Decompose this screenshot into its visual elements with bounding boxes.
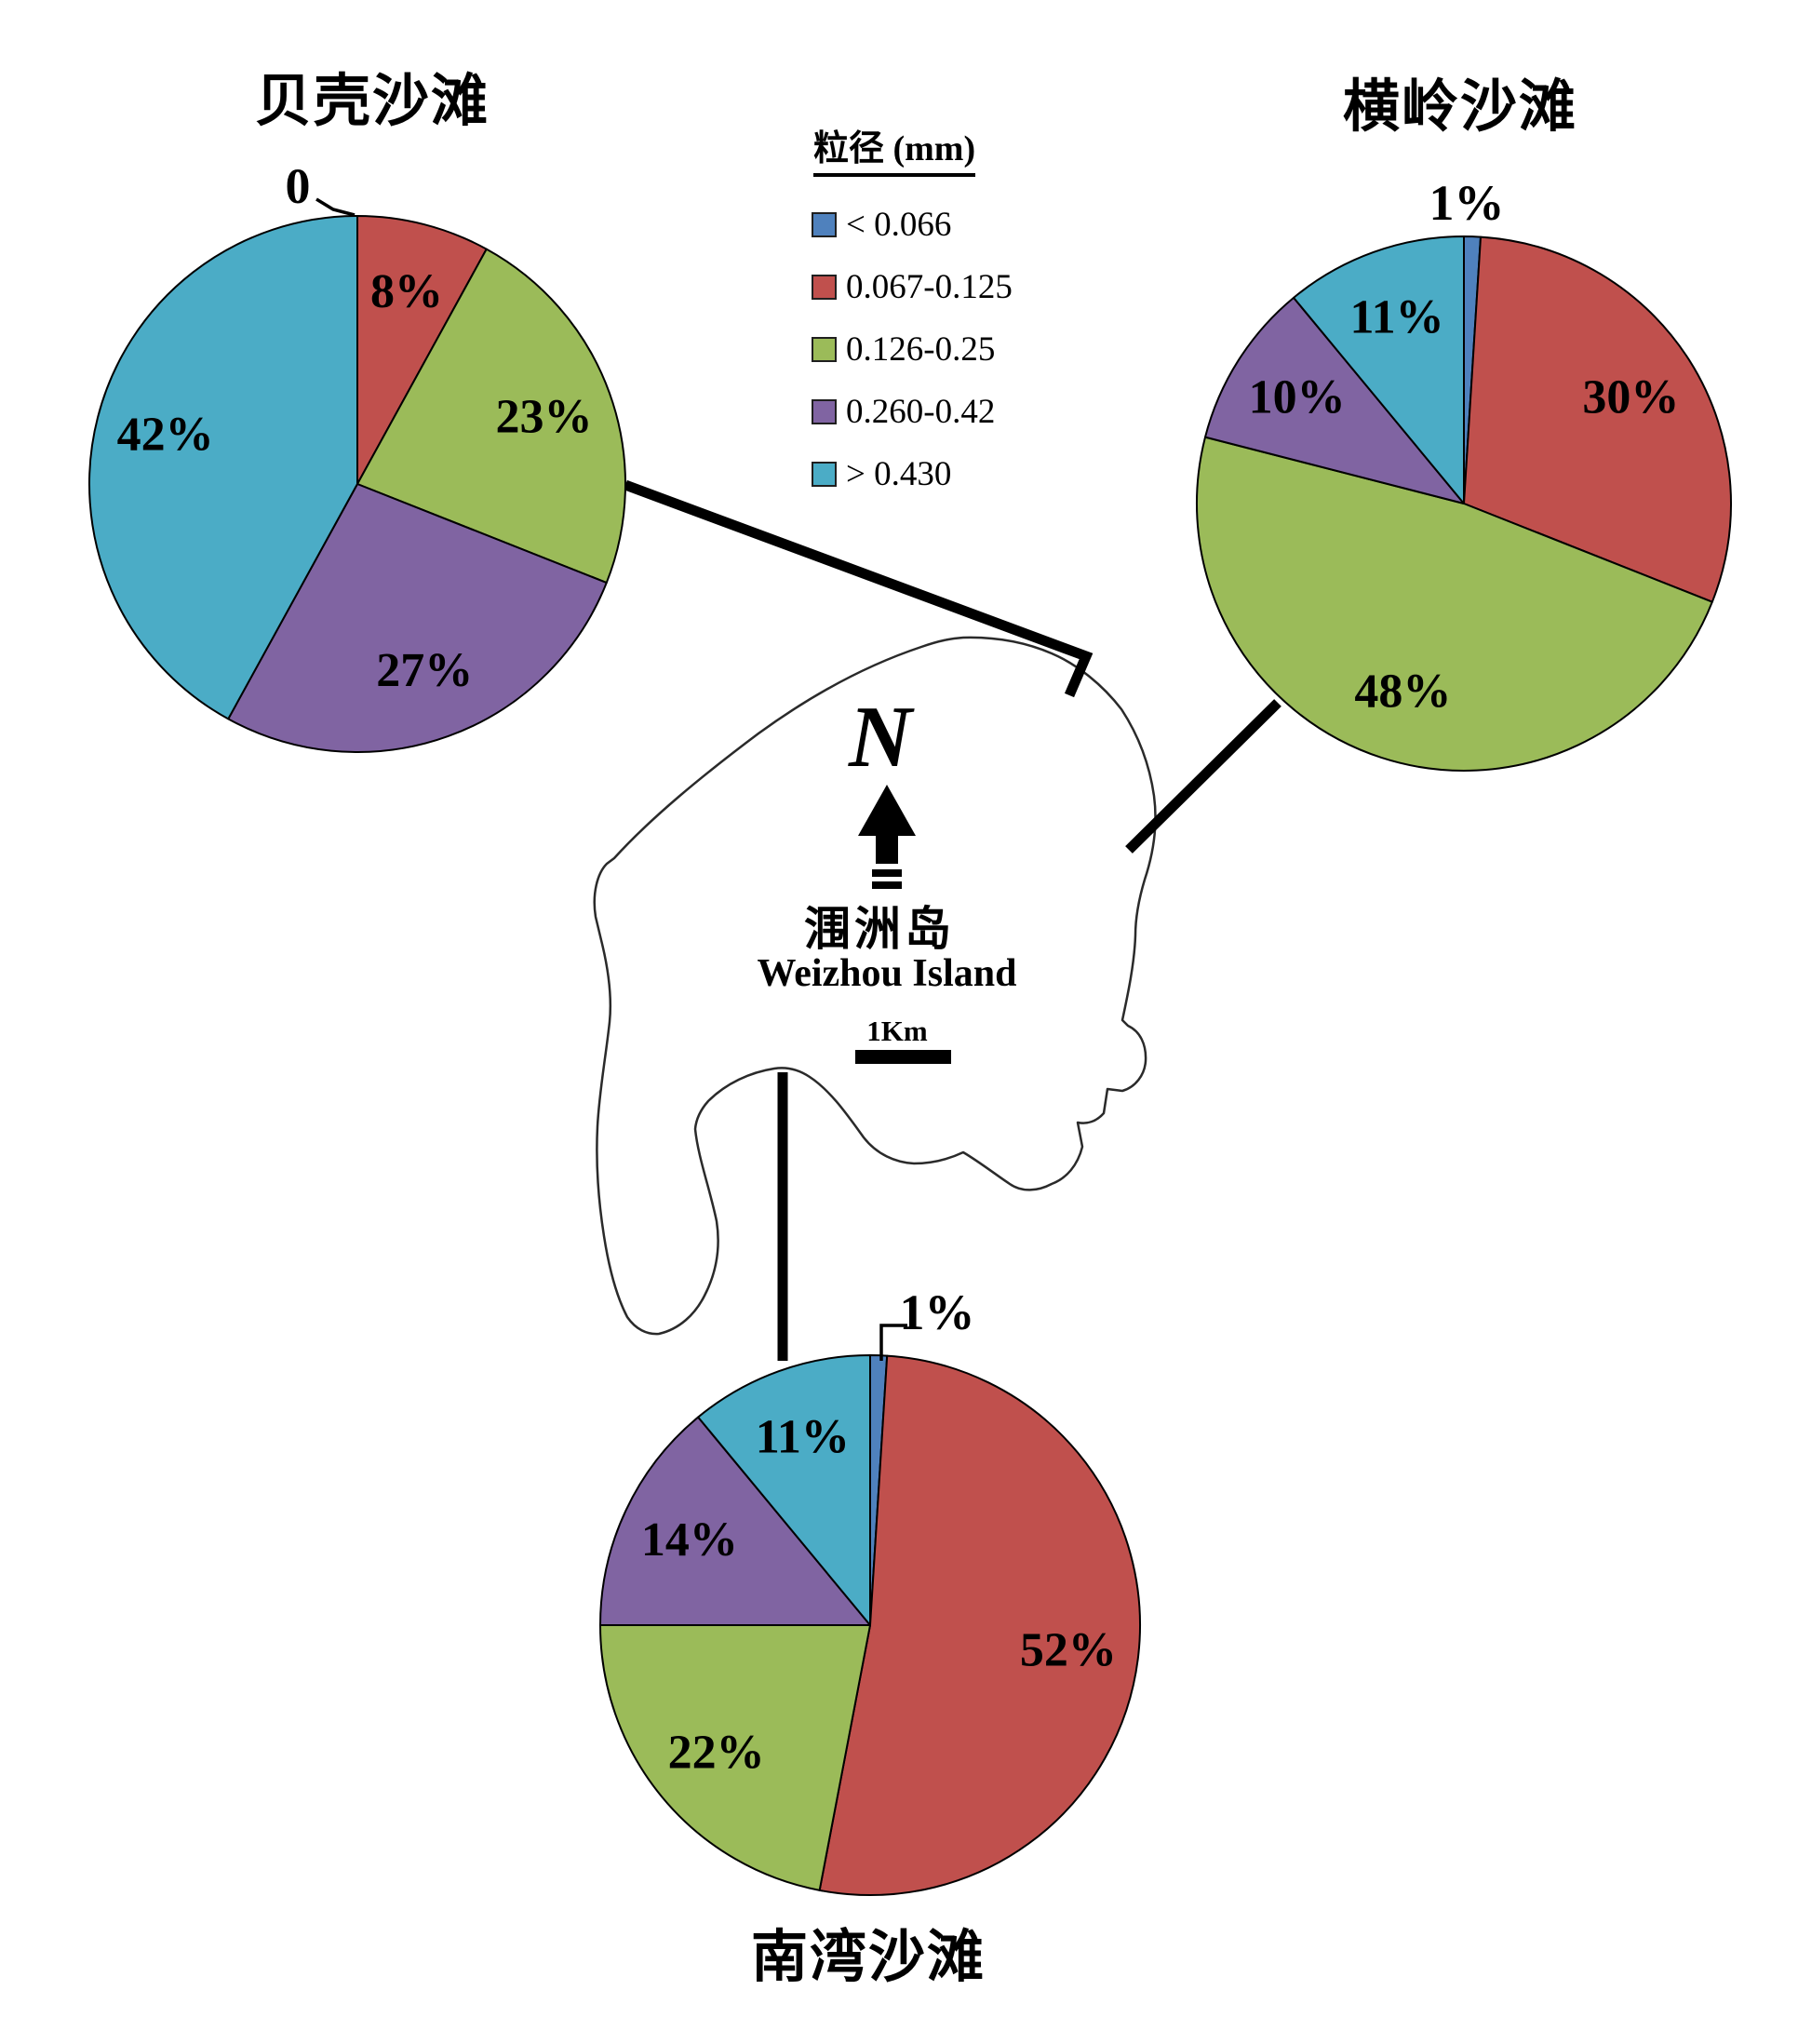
pie-title-hengling: 横岭沙滩 [1342,76,1577,139]
legend-item-label: < 0.066 [846,205,952,244]
legend-swatch-red [812,274,837,300]
pie-callout-label: 0 [286,158,311,214]
pie-callout-label: 1% [1429,175,1505,231]
pie-slice-> 0.430 [88,215,358,720]
legend-item-label: 0.067-0.125 [846,267,1013,306]
pie-slice-> 0.430 [1293,235,1465,504]
pie-slice-label: 22% [668,1726,765,1779]
pie-slice-label: 23% [496,390,593,443]
pie-slice-0.126-0.25 [356,248,626,585]
pie-title-beike: 贝壳沙滩 [254,71,490,133]
island-name-zh: 涠洲岛 [804,903,955,955]
legend-item: 0.126-0.25 [812,331,1091,367]
legend-item: > 0.430 [812,456,1091,491]
pie-slice-0.067-0.125 [818,1354,1142,1896]
pie-title-nanwan: 南湾沙滩 [750,1927,986,1989]
pie-chart-nanwan: 52% 22% 14% 11% 1% [599,1284,1142,1896]
pie-slice-label: 52% [1020,1623,1117,1676]
connector-beike [624,479,1094,698]
legend-item: 0.067-0.125 [812,269,1091,304]
legend-title: 粒径 (mm) [813,119,976,177]
pie-slice-label: 8% [370,265,443,318]
scale-bar-label: 1Km [866,1015,928,1047]
scale-bar [855,1050,951,1064]
pie-slice-label: 14% [641,1513,738,1567]
legend-item: 0.260-0.42 [812,394,1091,429]
legend-swatch-blue [812,211,837,237]
pie-callout-label: 1% [900,1284,975,1340]
pie-slice-0.067-0.125 [1463,235,1732,603]
island-name-en: Weizhou Island [757,952,1017,995]
pie-chart-beike: 8% 23% 27% 42% 0 [88,158,626,753]
pie-slice-0.126-0.25 [1196,436,1713,772]
pie-slice-> 0.430 [697,1354,871,1626]
legend-swatch-green [812,336,837,362]
legend-item: < 0.066 [812,207,1091,242]
legend-item-label: 0.260-0.42 [846,392,996,431]
pie-slice-label: 27% [376,644,473,697]
callout-leader-line [879,1324,907,1361]
legend-items: < 0.066 0.067-0.125 0.126-0.25 0.260-0.4… [812,207,1091,491]
legend-swatch-purple [812,398,837,424]
island-outline [593,636,1157,1336]
pie-slice-label: 11% [756,1411,850,1464]
legend-item-label: > 0.430 [846,454,952,493]
pie-slice-label: 11% [1349,291,1443,344]
pie-slice-label: 42% [117,408,214,461]
pie-slice-label: 10% [1249,371,1346,424]
pie-slice-0.260-0.42 [1204,296,1465,504]
pie-slice-label: 30% [1582,371,1679,424]
pie-chart-hengling: 30% 48% 10%11% 1% [1196,175,1732,772]
pie-slice-0.260-0.42 [227,483,608,753]
pie-slice-0.067-0.125 [356,215,488,485]
pie-slice-label: 48% [1354,665,1451,718]
legend-item-label: 0.126-0.25 [846,329,996,369]
pie-slice-0.260-0.42 [599,1416,871,1626]
legend: 粒径 (mm) < 0.066 0.067-0.125 0.126-0.25 0… [812,119,1091,518]
callout-leader-line [315,197,356,217]
north-arrow-icon [858,785,916,889]
pie-slice-0.126-0.25 [599,1624,871,1891]
connector-hengling [1125,699,1281,854]
compass-north-letter: N [849,689,912,786]
legend-swatch-cyan [812,461,837,487]
